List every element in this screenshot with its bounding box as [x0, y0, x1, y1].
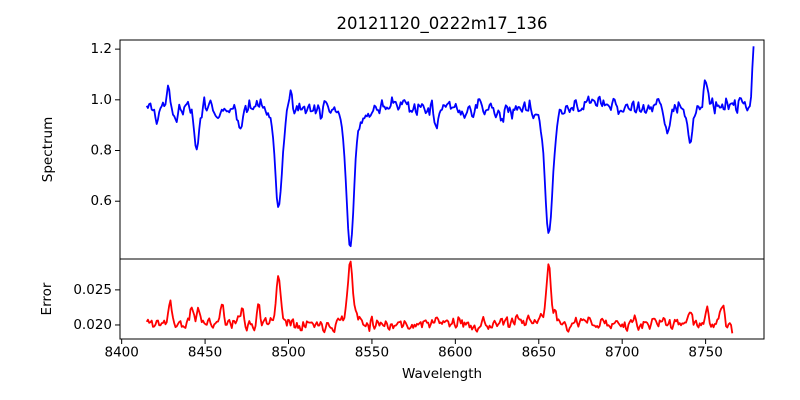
x-tick-label: 8450	[188, 345, 222, 361]
x-axis-label: Wavelength	[402, 366, 482, 382]
error-line	[145, 260, 734, 334]
x-tick-label: 8600	[438, 345, 472, 361]
spectrum-axes: 0.6 0.8 1.0 1.2	[91, 39, 765, 260]
x-tick-label: 8700	[605, 345, 639, 361]
error-y-axis-label: Error	[39, 282, 55, 315]
x-tick-label: 8550	[355, 345, 389, 361]
y-tick-label: 1.0	[91, 92, 112, 108]
y-tick-label: 0.020	[73, 317, 112, 333]
error-axes: 8400 8450 8500 8550 8600 8650 8700 8750 0.020 0.0…	[73, 258, 765, 361]
spectrum-line	[145, 46, 755, 248]
y-tick-label: 0.6	[91, 193, 112, 209]
y-tick-label: 0.8	[91, 143, 112, 159]
x-tick-label: 8500	[271, 345, 305, 361]
error-plot-frame	[119, 258, 765, 340]
x-tick-label: 8400	[104, 345, 138, 361]
spectrum-y-axis-label: Spectrum	[40, 117, 56, 182]
axes-layer: 0.6 0.8 1.0 1.2 8400 8450 8500 8550 8600 8650 8700…	[73, 39, 765, 361]
x-tick-label: 8650	[522, 345, 556, 361]
plot-title: 20121120_0222m17_136	[336, 14, 547, 34]
y-tick-label: 0.025	[73, 282, 112, 298]
x-tick-label: 8750	[688, 345, 722, 361]
y-tick-label: 1.2	[91, 41, 112, 57]
